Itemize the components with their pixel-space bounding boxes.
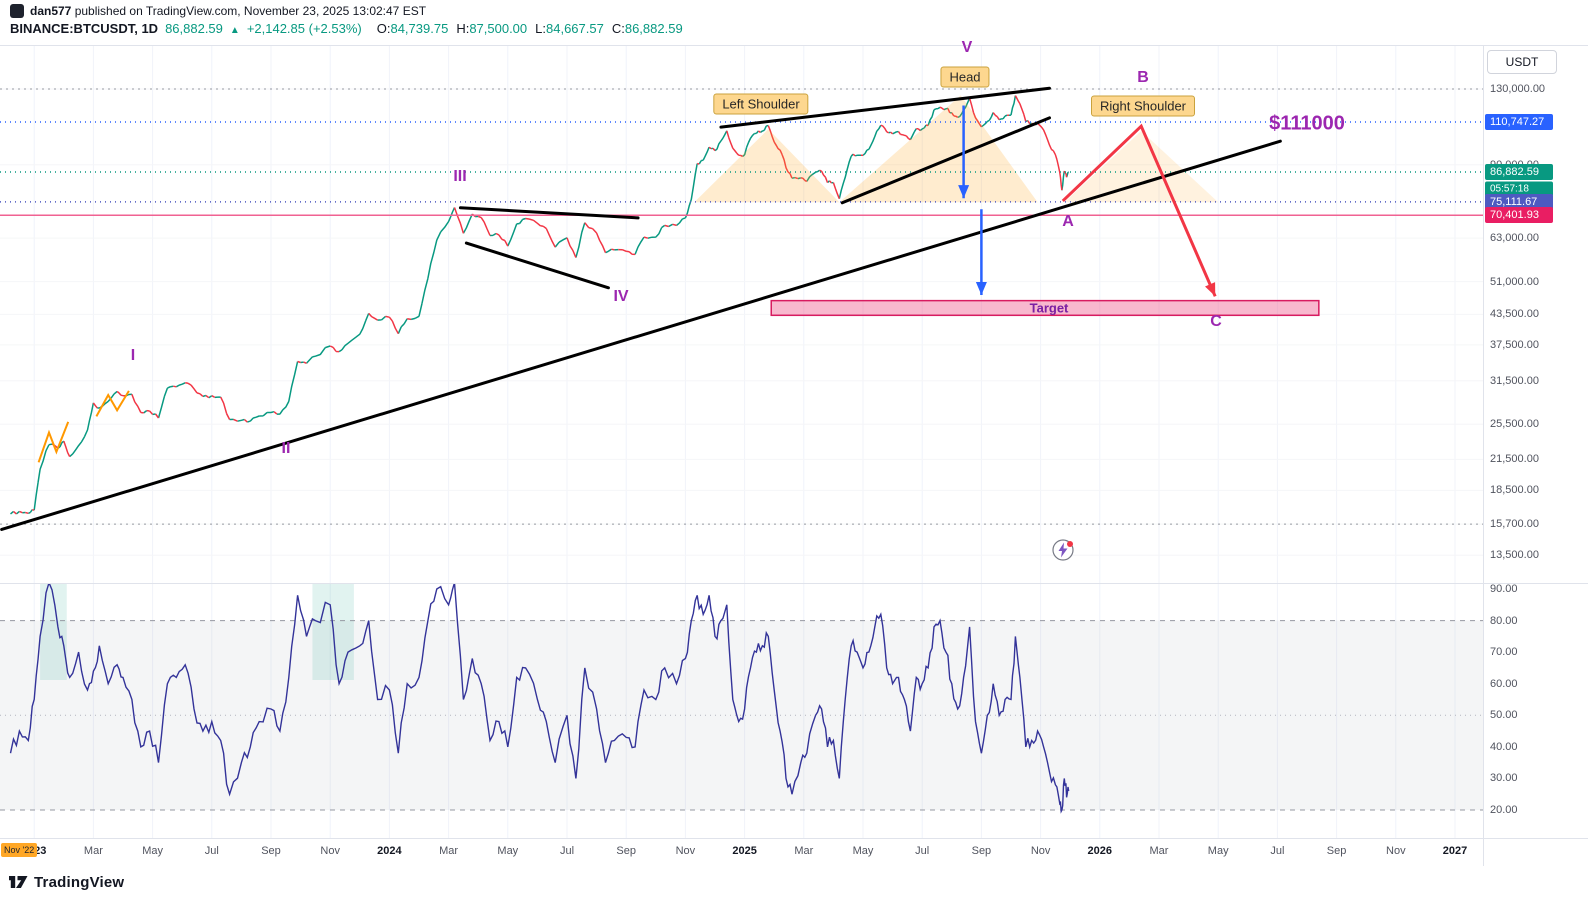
- tradingview-logo-icon: [9, 876, 28, 888]
- time-label[interactable]: Sep: [1326, 845, 1347, 857]
- time-label[interactable]: Jul: [1270, 845, 1285, 857]
- price-tick: 31,500.00: [1490, 374, 1539, 387]
- rsi-tick: 90.00: [1490, 583, 1518, 595]
- time-label[interactable]: Mar: [83, 845, 103, 857]
- rsi-tick: 30.00: [1490, 772, 1518, 785]
- ohlc-values: O:84,739.75 H:87,500.00 L:84,667.57 C:86,88…: [369, 21, 683, 36]
- target-zone-label[interactable]: Target: [1029, 300, 1069, 316]
- ohlc-label: H:: [456, 21, 470, 36]
- tradingview-wordmark: TradingView: [34, 873, 125, 891]
- ohlc-value: 84,739.75: [390, 21, 449, 36]
- price-target-label[interactable]: $111000: [1269, 112, 1345, 135]
- price-change: +2,142.85 (+2.53%): [246, 21, 362, 36]
- time-label[interactable]: Sep: [971, 845, 992, 857]
- time-label[interactable]: Sep: [261, 845, 281, 857]
- time-label[interactable]: May: [497, 845, 519, 857]
- wave-label-iv[interactable]: IV: [613, 288, 629, 305]
- wave-label-i[interactable]: I: [130, 347, 136, 364]
- time-label[interactable]: 2027: [1442, 845, 1468, 857]
- currency-button[interactable]: USDT: [1487, 50, 1557, 74]
- ohlc-value: 87,500.00: [469, 21, 528, 36]
- footer-brand[interactable]: TradingView: [8, 873, 124, 891]
- last-price: 86,882.59: [165, 21, 223, 36]
- price-tick: 37,500.00: [1490, 338, 1539, 351]
- publisher-avatar: [10, 4, 24, 18]
- ohlc-value: 84,667.57: [546, 21, 604, 36]
- symbol-header: BINANCE:BTCUSDT, 1D 86,882.59 ▲ +2,142.8…: [10, 21, 683, 36]
- countdown-badge: 05:57:18: [1485, 181, 1553, 197]
- time-label[interactable]: Sep: [616, 845, 636, 857]
- price-tick: 43,500.00: [1490, 308, 1539, 321]
- wave-label-iii[interactable]: III: [453, 168, 467, 185]
- time-label[interactable]: 2024: [377, 845, 402, 857]
- time-label[interactable]: 2025: [732, 845, 757, 857]
- pattern-label[interactable]: Left Shoulder: [713, 93, 809, 115]
- pattern-label[interactable]: Right Shoulder: [1091, 95, 1195, 117]
- time-label[interactable]: Jul: [559, 845, 575, 857]
- time-start-badge: Nov '22: [1, 843, 38, 857]
- price-tick: 25,500.00: [1490, 418, 1539, 431]
- rsi-tick: 60.00: [1490, 677, 1518, 690]
- publish-info: dan577 published on TradingView.com, Nov…: [10, 4, 426, 18]
- flash-icon[interactable]: [1051, 538, 1075, 562]
- time-label[interactable]: May: [1207, 845, 1229, 857]
- price-tick: 15,700.00: [1490, 518, 1539, 531]
- time-label[interactable]: Nov: [1386, 845, 1406, 857]
- price-tick: 18,500.00: [1490, 484, 1539, 497]
- symbol-title[interactable]: BINANCE:BTCUSDT, 1D: [10, 21, 159, 36]
- price-badge: 70,401.93: [1485, 207, 1553, 224]
- pattern-label[interactable]: Head: [940, 66, 990, 88]
- wave-label-b[interactable]: B: [1137, 69, 1149, 86]
- price-badge: 75,111.67: [1485, 193, 1553, 210]
- time-label[interactable]: Mar: [1149, 845, 1169, 857]
- price-tick: 130,000.00: [1490, 83, 1546, 95]
- time-label[interactable]: May: [142, 845, 163, 857]
- time-label[interactable]: 2026: [1087, 845, 1113, 857]
- price-tick: 51,000.00: [1490, 275, 1539, 288]
- wave-label-c[interactable]: C: [1210, 313, 1222, 330]
- ohlc-value: 86,882.59: [624, 21, 683, 36]
- time-label[interactable]: Mar: [439, 845, 459, 857]
- price-tick: 13,500.00: [1490, 549, 1539, 562]
- price-tick: 21,500.00: [1490, 453, 1539, 466]
- time-label[interactable]: Nov: [1030, 845, 1051, 857]
- wave-label-ii[interactable]: II: [281, 440, 291, 457]
- price-badge: 110,747.27: [1485, 113, 1553, 130]
- rsi-tick: 70.00: [1490, 646, 1518, 659]
- price-tick: 63,000.00: [1490, 232, 1539, 245]
- time-label[interactable]: Jul: [204, 845, 219, 857]
- time-label[interactable]: Jul: [915, 845, 930, 857]
- price-badge: 86,882.59: [1485, 163, 1553, 180]
- ohlc-label: O:: [376, 21, 391, 36]
- rsi-tick: 40.00: [1490, 740, 1518, 753]
- time-label[interactable]: Nov: [320, 845, 340, 857]
- publisher-name[interactable]: dan577: [30, 4, 72, 18]
- ohlc-label: C:: [611, 21, 625, 36]
- publish-meta: published on TradingView.com, November 2…: [71, 4, 427, 18]
- rsi-tick: 20.00: [1490, 803, 1518, 816]
- rsi-tick: 80.00: [1490, 614, 1518, 627]
- time-label[interactable]: Nov: [675, 845, 696, 857]
- wave-label-v[interactable]: V: [961, 39, 973, 56]
- time-label[interactable]: Mar: [794, 845, 814, 857]
- wave-label-a[interactable]: A: [1062, 213, 1074, 230]
- time-label[interactable]: May: [852, 845, 874, 857]
- ohlc-label: L:: [535, 21, 546, 36]
- up-arrow-icon: ▲: [229, 25, 240, 36]
- rsi-tick: 50.00: [1490, 709, 1518, 722]
